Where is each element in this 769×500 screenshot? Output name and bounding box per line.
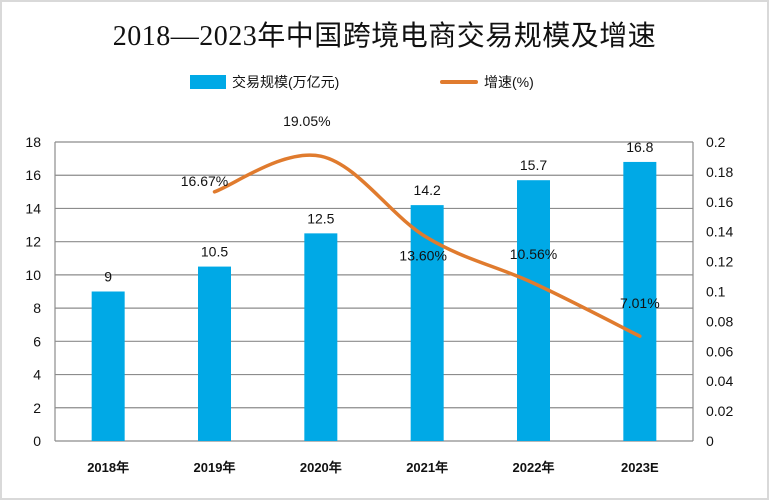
legend-item-growth: 增速(%) bbox=[440, 72, 534, 92]
bar-data-label: 12.5 bbox=[307, 210, 334, 226]
line-data-label: 7.01% bbox=[620, 295, 660, 311]
x-tick-label: 2019年 bbox=[194, 460, 236, 475]
y-left-tick-label: 2 bbox=[33, 400, 41, 416]
y-right-tick-label: 0.2 bbox=[706, 134, 726, 150]
y-right-tick-label: 0 bbox=[706, 433, 714, 449]
bar-data-label: 10.5 bbox=[201, 244, 228, 260]
line-data-label: 16.67% bbox=[181, 173, 228, 189]
y-right-tick-label: 0.18 bbox=[706, 164, 733, 180]
bar-data-label: 16.8 bbox=[626, 139, 653, 155]
legend-label-volume: 交易规模(万亿元) bbox=[232, 74, 340, 90]
y-right-tick-label: 0.08 bbox=[706, 313, 733, 329]
legend-swatch-line bbox=[440, 80, 478, 84]
legend-label-growth: 增速(%) bbox=[484, 74, 534, 90]
y-right-tick-label: 0.14 bbox=[706, 224, 733, 240]
y-left-tick-label: 0 bbox=[33, 433, 41, 449]
x-tick-label: 2018年 bbox=[87, 460, 129, 475]
bar bbox=[517, 180, 550, 441]
line-data-label: 13.60% bbox=[399, 248, 446, 264]
bar-data-label: 14.2 bbox=[414, 182, 441, 198]
y-left-tick-label: 14 bbox=[25, 200, 41, 216]
y-right-tick-label: 0.06 bbox=[706, 343, 733, 359]
y-left-tick-label: 4 bbox=[33, 367, 41, 383]
y-left-tick-label: 12 bbox=[25, 234, 41, 250]
chart-title: 2018—2023年中国跨境电商交易规模及增速 bbox=[112, 21, 657, 52]
bar-data-label: 15.7 bbox=[520, 157, 547, 173]
x-tick-label: 2023E bbox=[621, 460, 659, 475]
line-data-label: 10.56% bbox=[510, 246, 557, 262]
y-left-tick-label: 18 bbox=[25, 134, 41, 150]
x-tick-label: 2020年 bbox=[300, 460, 342, 475]
y-right-tick-label: 0.16 bbox=[706, 194, 733, 210]
y-left-tick-label: 6 bbox=[33, 333, 41, 349]
y-left-tick-label: 16 bbox=[25, 167, 41, 183]
y-right-tick-label: 0.12 bbox=[706, 254, 733, 270]
y-right-tick-label: 0.02 bbox=[706, 403, 733, 419]
bar bbox=[198, 266, 231, 441]
bar bbox=[304, 233, 338, 441]
bar-data-label: 9 bbox=[104, 269, 112, 285]
y-left-tick-label: 10 bbox=[25, 267, 41, 283]
growth-line bbox=[212, 153, 642, 338]
x-tick-label: 2021年 bbox=[406, 460, 448, 475]
x-tick-label: 2022年 bbox=[513, 460, 555, 475]
legend: 交易规模(万亿元) 增速(%) bbox=[0, 72, 769, 96]
bar bbox=[410, 205, 444, 441]
y-left-tick-label: 8 bbox=[33, 300, 41, 316]
legend-swatch-bar bbox=[190, 75, 226, 89]
y-right-tick-label: 0.04 bbox=[706, 373, 733, 389]
bar bbox=[91, 291, 125, 441]
legend-item-volume: 交易规模(万亿元) bbox=[190, 72, 339, 92]
bar bbox=[623, 161, 657, 441]
y-right-tick-label: 0.1 bbox=[706, 284, 726, 300]
line-data-label: 19.05% bbox=[283, 113, 330, 129]
